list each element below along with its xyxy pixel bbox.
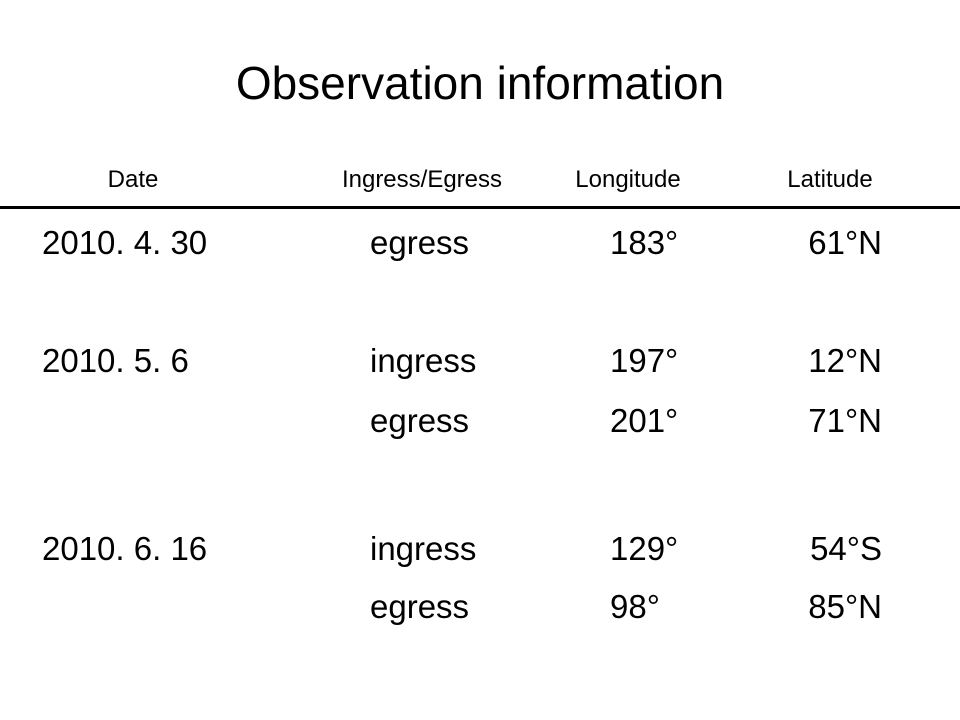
- latitude-cell: 12°N: [808, 342, 882, 379]
- longitude-cell: 183°: [610, 224, 679, 261]
- latitude-cell: 61°N: [808, 224, 882, 261]
- longitude-cell: 201°: [610, 402, 679, 439]
- direction-cell: egress: [370, 224, 470, 261]
- date-cell: 2010. 6. 16: [42, 530, 208, 567]
- column-header: Date: [107, 166, 159, 193]
- longitude-cell: 197°: [610, 342, 679, 379]
- date-cell: 2010. 5. 6: [42, 342, 189, 379]
- longitude-cell: 98°: [610, 588, 660, 625]
- direction-cell: egress: [370, 588, 470, 625]
- latitude-cell: 85°N: [808, 588, 882, 625]
- column-header: Ingress/Egress: [341, 166, 503, 193]
- longitude-cell: 129°: [610, 530, 679, 567]
- column-header: Longitude: [575, 166, 681, 193]
- header-rule: [0, 206, 960, 209]
- latitude-cell: 54°S: [810, 530, 882, 567]
- direction-cell: ingress: [370, 530, 477, 567]
- latitude-cell: 71°N: [808, 402, 882, 439]
- date-cell: 2010. 4. 30: [42, 224, 208, 261]
- slide-title: Observation information: [235, 57, 725, 109]
- direction-cell: egress: [370, 402, 470, 439]
- column-header: Latitude: [787, 166, 873, 193]
- direction-cell: ingress: [370, 342, 477, 379]
